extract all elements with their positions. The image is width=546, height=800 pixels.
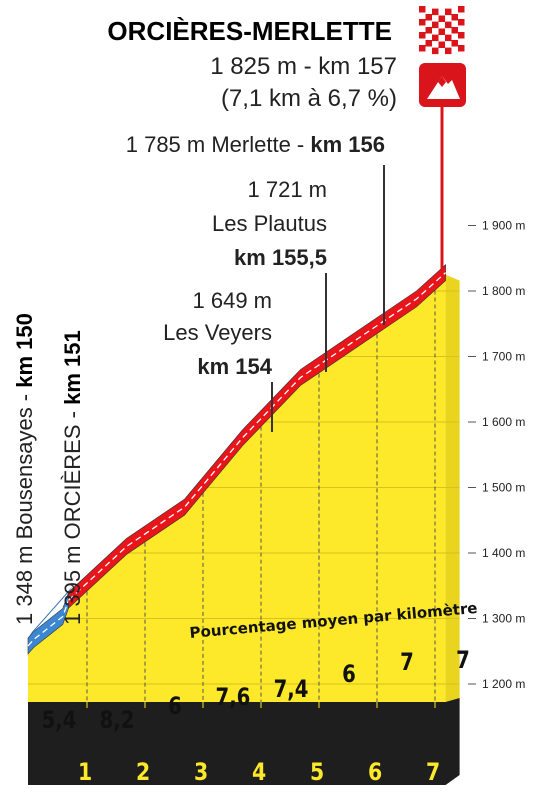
y-tick-label: 1 700 m [482,350,525,364]
x-tick-label: 3 [194,758,208,786]
gradient-label: 6 [168,693,182,720]
x-tick-label: 2 [136,758,150,786]
x-tick-label: 4 [252,758,266,786]
waypoint: 1 649 m Les Veyers km 154 [163,288,273,432]
profile-line [27,263,447,655]
waypoint-label: 1 785 m Merlette - km 156 [126,132,385,157]
gradient-label: 7,4 [274,676,309,703]
waypoint: 1 348 m Bousensayes - km 150 [12,313,37,625]
x-tick-label: 6 [368,758,382,786]
waypoint-label: km 155,5 [234,245,327,270]
y-tick-label: 1 800 m [482,284,525,298]
x-tick-label: 7 [426,758,440,786]
gradient-label: 6 [342,661,356,688]
x-tick-label: 1 [78,758,92,786]
climb-top-face [28,586,73,638]
profile-base [28,698,460,785]
summit-mountain-icon [419,63,466,270]
waypoint-label: 1 721 m [248,177,328,202]
y-tick-label: 1 400 m [482,546,525,560]
waypoint: 1 721 m Les Plautus km 155,5 [212,177,327,372]
gradient-labels: 5,4 8,2 6 7,6 7,4 6 7 7 [42,647,470,734]
base-band [28,698,460,785]
checkered-flag-icon [417,4,468,55]
gradient-label: 8,2 [100,707,135,734]
y-tick-label: 1 900 m [482,219,525,233]
gradient-label: 7 [456,647,470,674]
waypoint-label: km 154 [197,354,272,379]
y-tick-label: 1 300 m [482,612,525,626]
climb-dashes [27,599,70,647]
x-axis-ticks: 1 2 3 4 5 6 7 [78,702,440,786]
y-tick-label: 1 600 m [482,415,525,429]
waypoint: 1 785 m Merlette - km 156 [126,132,385,325]
waypoint-label: Les Veyers [163,320,272,345]
waypoint-label: 1 649 m [193,288,273,313]
climb-summary-label: (7,1 km à 6,7 %) [221,85,397,112]
gradient-label: 7,6 [216,684,251,711]
summit-altitude-label: 1 825 m - km 157 [210,53,397,80]
waypoint: 1 395 m ORCIÈRES - km 151 [60,330,85,625]
x-tick-label: 5 [310,758,324,786]
profile-side [445,274,460,702]
gradient-label: 5,4 [42,707,77,734]
waypoints: 1 348 m Bousensayes - km 150 1 395 m ORCI… [12,132,385,625]
gradient-label: 7 [400,649,414,676]
y-axis-ticks: 1 200 m 1 300 m 1 400 m 1 500 m 1 600 m 1 700… [468,219,525,691]
y-tick-label: 1 200 m [482,677,525,691]
y-tick-label: 1 500 m [482,481,525,495]
chart-title: ORCIÈRES-MERLETTE [107,16,392,46]
waypoint-label: 1 395 m ORCIÈRES - km 151 [60,330,85,625]
profile-area [28,274,460,702]
waypoint-label: Les Plautus [212,211,327,236]
waypoint-label: 1 348 m Bousensayes - km 150 [12,313,37,625]
profile-fill [28,274,446,702]
